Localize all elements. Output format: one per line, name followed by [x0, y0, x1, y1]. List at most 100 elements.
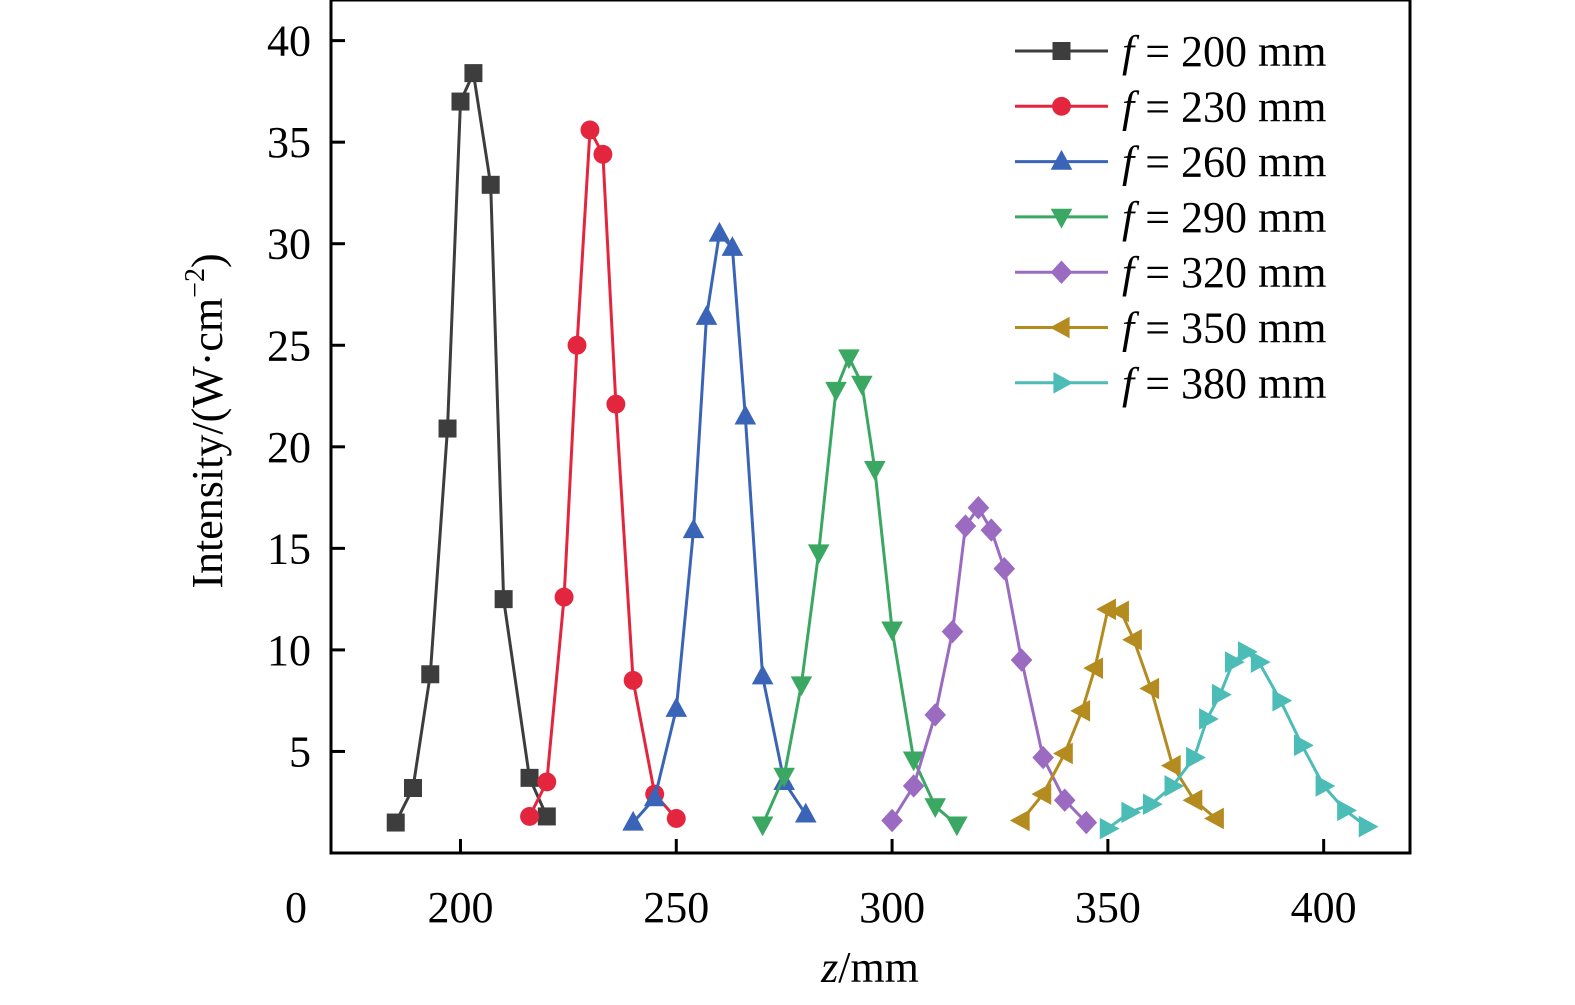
y-axis-label: Intensity/(W·cm−2): [180, 253, 232, 588]
y-axis-label-main: Intensity/(W·cm: [183, 298, 232, 589]
x-axis-label-var: z: [820, 943, 838, 992]
data-point: [1121, 801, 1142, 824]
data-point: [623, 670, 643, 690]
legend-label: f = 290 mm: [1122, 193, 1327, 242]
data-point: [438, 419, 457, 438]
data-point: [1182, 789, 1203, 811]
data-point: [946, 816, 968, 837]
data-point: [1164, 775, 1185, 797]
series-6: [1009, 598, 1224, 832]
legend-marker: [1053, 372, 1074, 394]
data-point: [1096, 598, 1116, 621]
series-line: [631, 232, 808, 824]
data-point: [1294, 734, 1314, 757]
x-axis-ticks: 200 250 300 350 400: [427, 839, 1357, 932]
legend-label: f = 230 mm: [1122, 82, 1327, 131]
y-axis-ticks: 5 10 15 20 25 30 35 40: [267, 17, 345, 776]
data-point: [708, 221, 731, 242]
legend-entry: f = 320 mm: [1015, 248, 1327, 297]
data-point: [924, 798, 947, 818]
data-point: [451, 92, 470, 111]
data-point: [567, 335, 587, 355]
data-point: [606, 394, 626, 414]
data-point: [864, 461, 886, 481]
data-point: [520, 768, 539, 787]
data-point: [993, 556, 1016, 581]
series-2: [520, 120, 686, 828]
series-line: [761, 355, 958, 826]
data-point: [554, 587, 574, 607]
data-point: [967, 496, 990, 520]
y-tick-label: 35: [267, 118, 311, 167]
legend-entry: f = 200 mm: [1015, 27, 1327, 76]
data-point: [643, 786, 666, 807]
data-point: [881, 808, 903, 833]
data-point: [404, 779, 423, 798]
data-point: [1032, 745, 1054, 770]
data-point: [825, 381, 847, 402]
legend-entry: f = 350 mm: [1015, 304, 1327, 353]
series-5: [881, 496, 1098, 835]
y-tick-label: 20: [267, 423, 311, 472]
legend-marker: [1049, 316, 1070, 339]
data-point: [481, 175, 500, 194]
legend: f = 200 mm f = 230 mm f = 260 mm f = 290 mm…: [1015, 27, 1327, 408]
y-axis-label-close: ): [183, 253, 232, 268]
y-tick-label: 15: [267, 524, 311, 573]
data-point: [1142, 793, 1163, 816]
data-point: [1053, 742, 1073, 765]
data-point: [773, 767, 795, 788]
data-point: [794, 802, 817, 823]
data-point: [1009, 809, 1030, 832]
data-point: [941, 619, 964, 644]
data-layer: [386, 64, 1379, 840]
x-axis-label-unit: /mm: [838, 943, 919, 992]
data-point: [593, 144, 613, 164]
series-3: [622, 221, 817, 831]
data-point: [1250, 651, 1271, 673]
data-point: [1053, 788, 1076, 812]
data-point: [1315, 775, 1336, 797]
origin-label: 0: [285, 883, 307, 932]
data-point: [790, 676, 813, 697]
x-axis-label: z/mm: [820, 943, 919, 992]
data-point: [924, 703, 947, 727]
data-point: [1237, 641, 1258, 663]
data-point: [494, 590, 513, 609]
data-point: [954, 514, 977, 538]
data-point: [902, 751, 925, 772]
y-axis-label-sup: −2: [180, 268, 211, 298]
legend-entry: f = 290 mm: [1015, 193, 1327, 242]
data-point: [1204, 807, 1224, 830]
data-point: [1337, 799, 1357, 822]
data-point: [1186, 746, 1206, 769]
legend-label: f = 320 mm: [1122, 248, 1327, 297]
data-point: [881, 621, 903, 642]
data-point: [537, 772, 557, 792]
data-point: [1031, 783, 1052, 805]
plot-frame: [329, 0, 1412, 855]
legend-marker: [1050, 260, 1073, 284]
series-line: [528, 128, 678, 820]
data-point: [751, 816, 774, 837]
data-point: [520, 806, 539, 826]
data-point: [838, 349, 860, 370]
data-point: [807, 544, 830, 565]
data-point: [1199, 708, 1219, 730]
legend-label: f = 260 mm: [1122, 138, 1327, 187]
data-point: [1109, 600, 1129, 623]
legend-entry: f = 380 mm: [1015, 359, 1327, 408]
data-point: [1099, 817, 1120, 840]
data-point: [1010, 648, 1033, 672]
data-point: [1122, 628, 1142, 651]
y-tick-label: 30: [267, 220, 311, 269]
data-point: [666, 809, 686, 828]
series-line: [394, 71, 549, 824]
y-tick-label: 25: [267, 321, 311, 370]
data-point: [1211, 683, 1232, 706]
y-tick-label: 10: [267, 626, 311, 675]
y-tick-label: 5: [289, 727, 311, 776]
legend-label: f = 200 mm: [1122, 27, 1327, 76]
data-point: [1358, 815, 1379, 838]
